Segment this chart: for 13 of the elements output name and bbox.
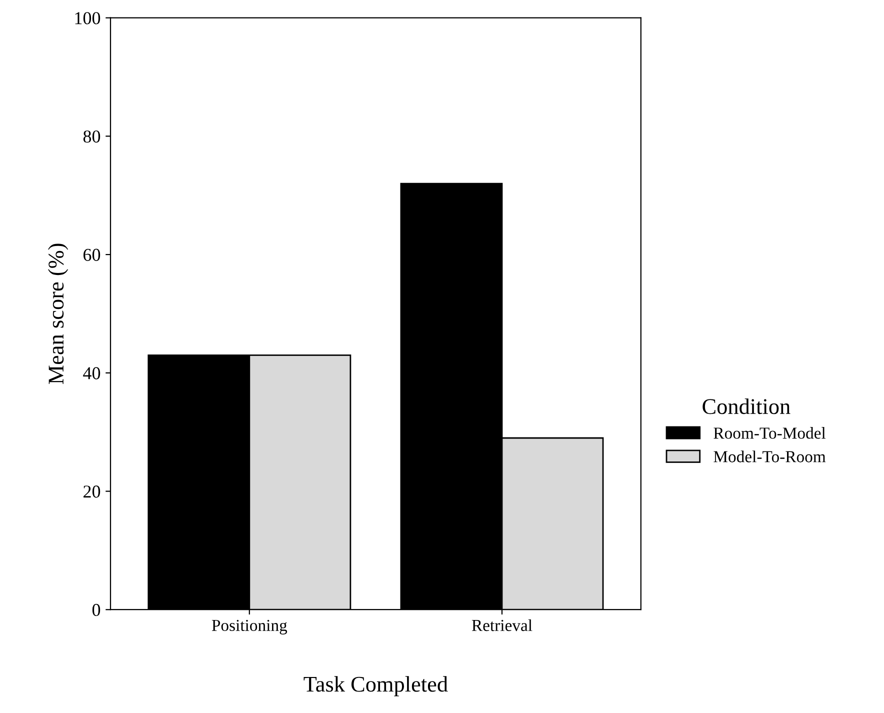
y-tick-label: 100 bbox=[75, 12, 100, 24]
y-tick-label: 60 bbox=[84, 248, 100, 261]
y-tick-label: 80 bbox=[83, 130, 100, 143]
y-tick-label: 0 bbox=[92, 604, 100, 616]
x-tick-label: Retrieval bbox=[472, 619, 532, 632]
y-axis-title: Mean score (%) bbox=[48, 244, 68, 384]
legend-label: Room-To-Model bbox=[714, 427, 826, 439]
y-tick-label: 20 bbox=[84, 486, 100, 498]
legend-label: Model-To-Room bbox=[714, 450, 826, 462]
y-tick-label: 40 bbox=[83, 367, 100, 380]
x-tick-label: Positioning bbox=[212, 620, 288, 634]
legend-title: Condition bbox=[702, 398, 790, 414]
x-axis-title: Task Completed bbox=[304, 676, 448, 696]
